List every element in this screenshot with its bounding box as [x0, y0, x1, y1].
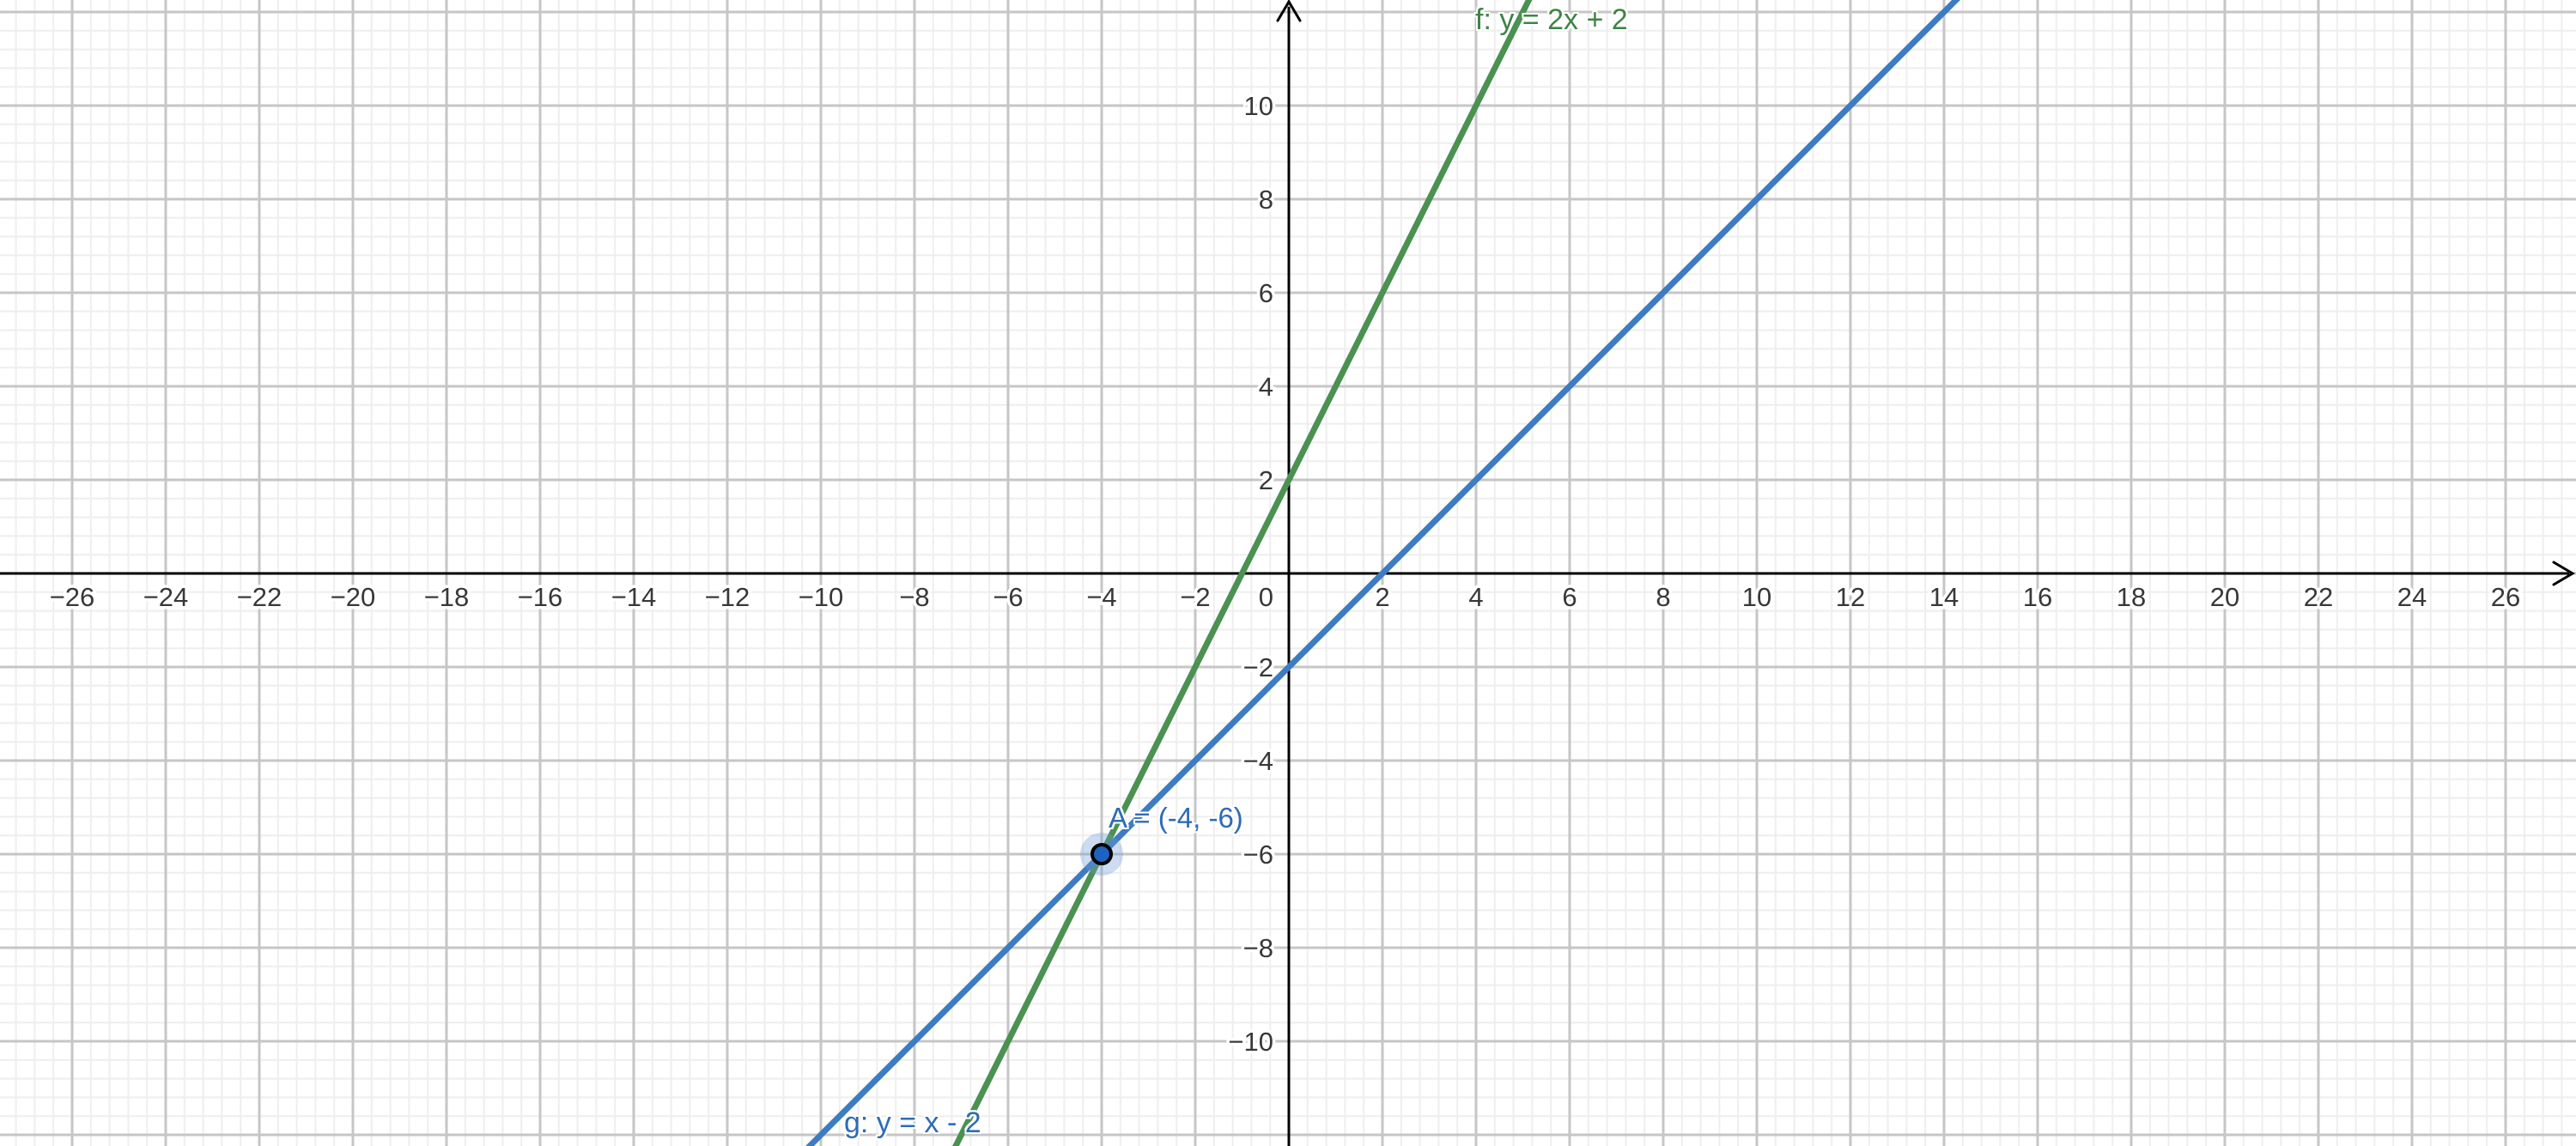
- y-axis-tick-label: −6: [1243, 840, 1273, 870]
- point-A[interactable]: [1080, 833, 1123, 876]
- x-axis-tick-label: −14: [611, 582, 657, 612]
- x-axis-tick-label: −22: [237, 582, 283, 612]
- y-axis-tick-label: 8: [1259, 185, 1273, 215]
- y-axis-tick-label: 10: [1244, 91, 1273, 121]
- function-g-label[interactable]: g: y = x - 2: [844, 1107, 981, 1139]
- point-dot[interactable]: [1091, 843, 1113, 865]
- x-axis-tick-label: −18: [424, 582, 470, 612]
- x-axis-tick-label: −6: [993, 582, 1023, 612]
- x-axis-tick-label: 18: [2117, 582, 2146, 612]
- x-axis-arrow-icon: [2552, 561, 2575, 586]
- x-axis-tick-label: 10: [1742, 582, 1771, 612]
- y-axis-tick-label: −2: [1243, 652, 1273, 682]
- x-axis-tick-label: 2: [1375, 582, 1389, 612]
- y-axis-tick-label: 6: [1259, 278, 1273, 308]
- x-axis-tick-label: 8: [1656, 582, 1670, 612]
- x-axis-tick-label: −16: [518, 582, 563, 612]
- x-axis-tick-label: −8: [899, 582, 929, 612]
- y-axis-arrow-icon: [1276, 0, 1302, 22]
- x-axis-tick-label: −26: [50, 582, 95, 612]
- y-axis-tick-label: −10: [1228, 1027, 1273, 1057]
- function-f-label[interactable]: f: y = 2x + 2: [1475, 3, 1628, 36]
- point-A-label[interactable]: A = (-4, -6): [1109, 802, 1243, 834]
- x-axis-tick-label: −10: [799, 582, 844, 612]
- x-axis-tick-label: 4: [1468, 582, 1483, 612]
- x-axis-tick-label: 12: [1836, 582, 1865, 612]
- y-axis-tick-label: 2: [1259, 465, 1273, 495]
- x-axis-tick-label: 26: [2491, 582, 2520, 612]
- x-axis-tick-label: −20: [331, 582, 376, 612]
- x-axis-tick-label: 22: [2304, 582, 2333, 612]
- origin-label: 0: [1259, 582, 1273, 612]
- axis-tick-labels: −26 −24 −22 −20 −18 −16 −14 −12 −10 −8 −6 −4 −2 2 4 6 8 1…: [46, 88, 2524, 1060]
- y-axis-tick-label: −8: [1243, 933, 1273, 963]
- x-axis-tick-label: 6: [1562, 582, 1577, 612]
- y-axis-tick-label: 4: [1259, 372, 1273, 402]
- x-axis-tick-label: −2: [1180, 582, 1210, 612]
- x-axis-tick-label: 24: [2397, 582, 2427, 612]
- x-axis-tick-label: −4: [1086, 582, 1116, 612]
- y-axis-tick-label: −4: [1243, 746, 1273, 776]
- x-axis-tick-label: 20: [2210, 582, 2239, 612]
- x-axis-tick-label: 16: [2023, 582, 2052, 612]
- x-axis-tick-label: −12: [705, 582, 750, 612]
- x-axis-tick-label: 14: [1929, 582, 1959, 612]
- x-axis-tick-label: −24: [143, 582, 189, 612]
